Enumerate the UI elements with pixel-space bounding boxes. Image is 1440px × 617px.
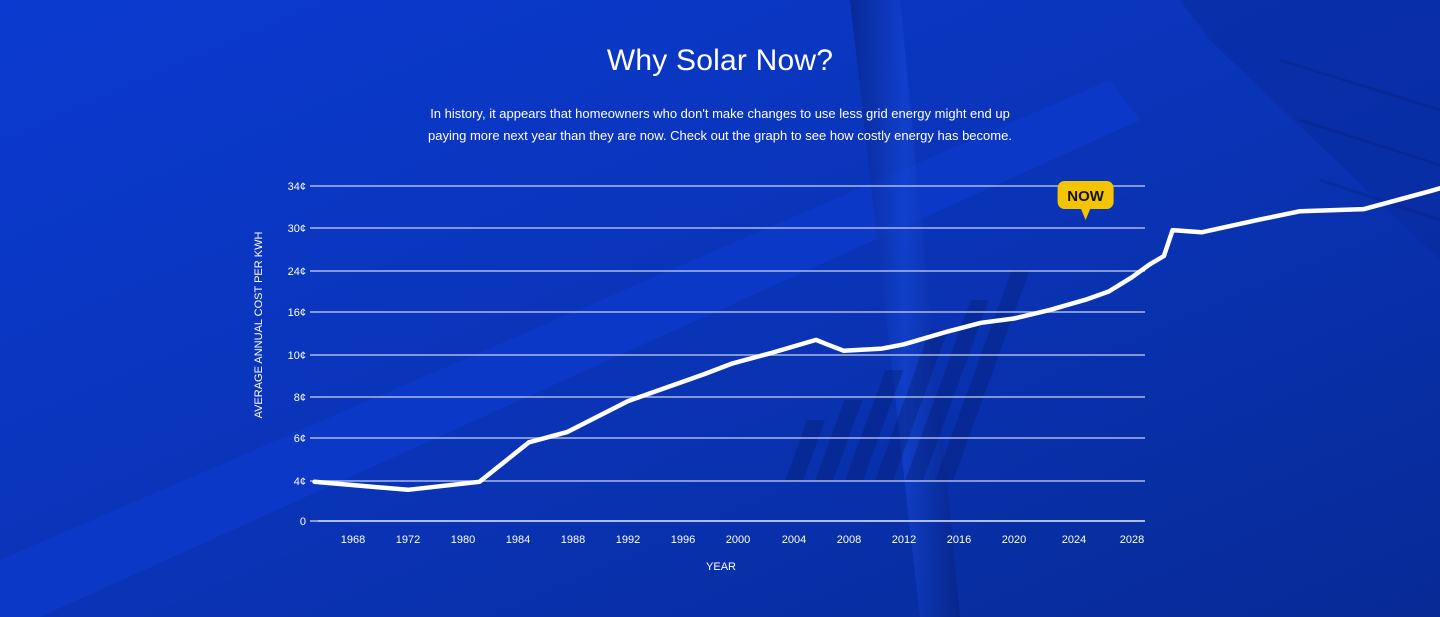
grid-lines xyxy=(318,185,1145,522)
x-tick-label: 2008 xyxy=(837,534,861,546)
x-tick-label: 1968 xyxy=(341,534,365,546)
y-tick-label: 16¢ xyxy=(288,307,306,319)
y-tick-label: 34¢ xyxy=(288,181,306,193)
y-tick-label: 8¢ xyxy=(294,392,306,404)
now-callout-label: NOW xyxy=(1067,188,1105,205)
page-title: Why Solar Now? xyxy=(606,44,834,77)
x-tick-label: 2000 xyxy=(726,534,750,546)
x-tick-label: 1972 xyxy=(396,534,420,546)
cost-series-line xyxy=(312,185,1440,493)
x-tick-label: 2024 xyxy=(1062,534,1086,546)
y-tick-label: 10¢ xyxy=(288,350,306,362)
y-tick-labels: 0 4¢ 6¢ 8¢ 10¢ 16¢ 24¢ 30¢ 34¢ xyxy=(288,181,318,528)
y-tick-label: 0 xyxy=(300,516,306,528)
y-tick-label: 24¢ xyxy=(288,266,306,278)
x-tick-label: 1984 xyxy=(506,534,530,546)
now-callout: NOW xyxy=(1057,181,1114,220)
x-tick-label: 1980 xyxy=(451,534,475,546)
x-tick-label: 1988 xyxy=(561,534,585,546)
x-tick-label: 2016 xyxy=(947,534,971,546)
x-tick-label: 2028 xyxy=(1120,534,1144,546)
page-subtitle: In history, it appears that homeowners w… xyxy=(428,106,1012,143)
x-tick-label: 2012 xyxy=(892,534,916,546)
now-callout-box xyxy=(1057,181,1114,209)
x-axis-title: YEAR xyxy=(706,561,736,573)
y-tick-label: 30¢ xyxy=(288,223,306,235)
now-callout-pointer xyxy=(1080,208,1091,220)
x-tick-label: 1992 xyxy=(616,534,640,546)
x-tick-labels: 1968 1972 1980 1984 1988 1992 1996 2000 2004 2008… xyxy=(341,534,1144,546)
y-tick-label: 6¢ xyxy=(294,433,306,445)
x-tick-label: 2020 xyxy=(1002,534,1026,546)
y-axis-title: AVERAGE ANNUAL COST PER KWH xyxy=(253,232,265,419)
y-tick-label: 4¢ xyxy=(294,476,306,488)
x-tick-label: 1996 xyxy=(671,534,695,546)
x-tick-label: 2004 xyxy=(782,534,806,546)
